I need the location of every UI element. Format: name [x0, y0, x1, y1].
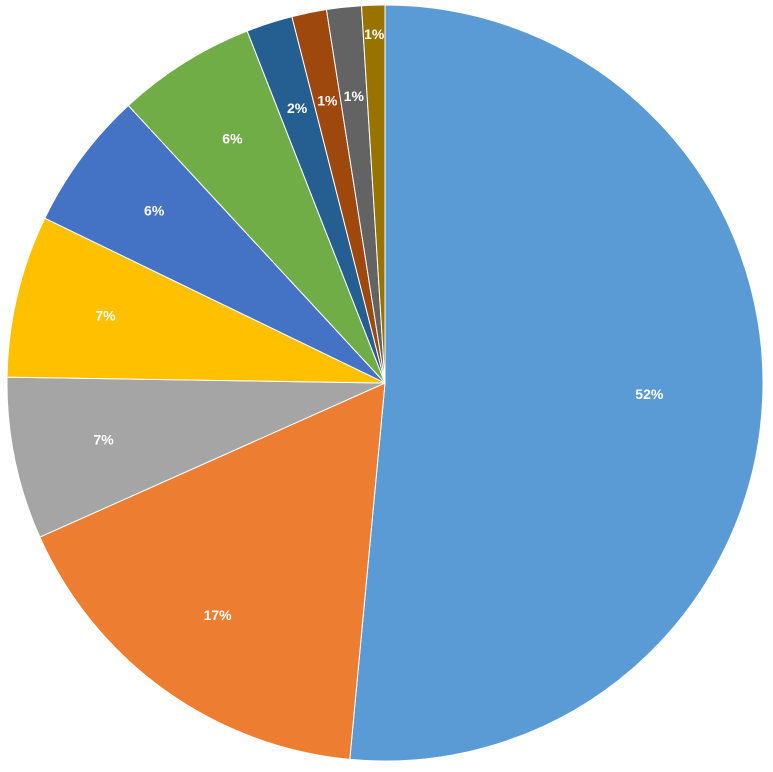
pie-labels: 52% 17% 7% 7% 6% 6% 2% 1% 1% 1%	[93, 26, 663, 623]
pie-slice-label-7: 2%	[287, 100, 308, 116]
pie-slice-label-8: 1%	[317, 92, 338, 108]
pie-slice-10	[360, 4, 386, 384]
pie-slice-5	[44, 104, 386, 384]
pie-slice-6	[127, 30, 386, 384]
pie-slice-1	[349, 4, 764, 762]
pie-slice-label-9: 1%	[344, 88, 365, 104]
pie-slice-2	[39, 382, 386, 760]
pie-slice-label-1: 52%	[635, 386, 664, 402]
pie-slice-label-4: 7%	[95, 307, 116, 323]
pie-slice-3	[6, 376, 386, 538]
pie-slice-label-6: 6%	[222, 130, 243, 146]
pie-slice-4	[6, 217, 386, 384]
pie-slice-label-2: 17%	[204, 607, 233, 623]
pie-slices	[6, 4, 764, 762]
pie-slice-label-3: 7%	[93, 431, 114, 447]
pie-slice-label-5: 6%	[144, 203, 165, 219]
pie-slice-label-10: 1%	[364, 26, 385, 42]
